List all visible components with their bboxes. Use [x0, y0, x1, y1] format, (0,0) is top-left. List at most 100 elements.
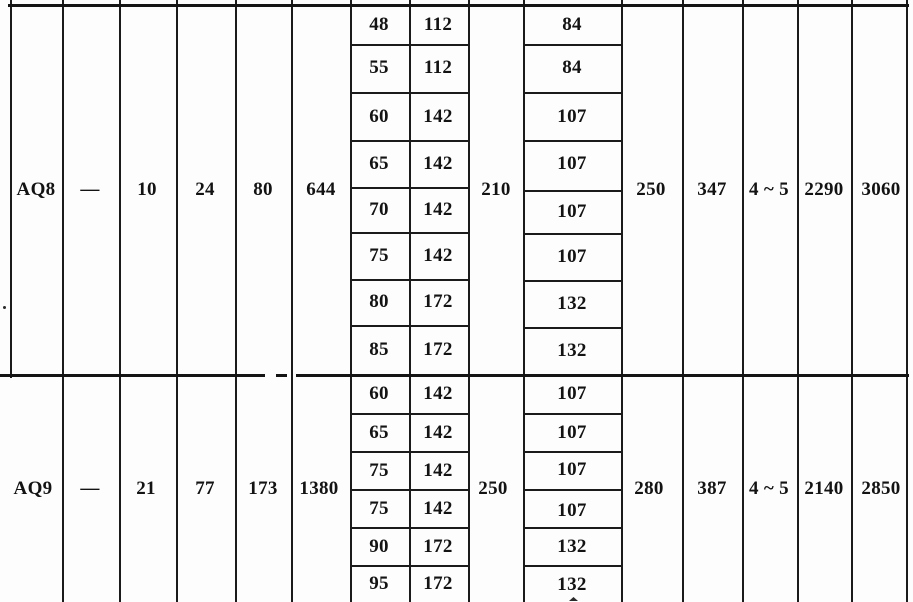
stray-dot	[3, 306, 6, 309]
subcell-c: 107	[557, 153, 587, 174]
subcell-a: 65	[369, 422, 389, 443]
cell-dash: —	[80, 179, 100, 200]
cell-c12: 347	[697, 179, 727, 200]
cell-c9: 210	[481, 179, 511, 200]
subcell-c: 107	[557, 106, 587, 127]
cell-c3: 21	[136, 478, 156, 499]
column-rule	[235, 0, 237, 602]
subcell-c: 132	[557, 536, 587, 557]
cell-c14: 2140	[804, 478, 844, 499]
subcell-b: 142	[423, 245, 453, 266]
subrow-rule	[523, 140, 623, 142]
stray-mark	[569, 597, 578, 601]
subrow-rule	[350, 44, 470, 46]
cell-c5: 80	[253, 179, 273, 200]
subrow-rule	[523, 527, 623, 529]
subcell-a: 75	[369, 498, 389, 519]
column-rule	[62, 0, 64, 602]
subrow-rule	[350, 565, 470, 567]
subcell-b: 142	[423, 422, 453, 443]
subcell-a: 90	[369, 536, 389, 557]
cell-model: AQ9	[13, 478, 53, 499]
subcell-c: 107	[557, 422, 587, 443]
subrow-rule	[350, 140, 470, 142]
subcell-b: 142	[423, 498, 453, 519]
subcell-c: 132	[557, 574, 587, 595]
subrow-rule	[350, 187, 470, 189]
table-border-right	[906, 0, 908, 602]
column-rule	[797, 0, 799, 602]
column-rule	[350, 0, 352, 602]
table-border-left	[10, 0, 12, 378]
cell-c6: 1380	[299, 478, 339, 499]
subrow-rule	[523, 489, 623, 491]
cell-c3: 10	[137, 179, 157, 200]
subcell-c: 107	[557, 383, 587, 404]
cell-c15: 3060	[861, 179, 901, 200]
row-separator	[276, 374, 287, 377]
column-rule	[682, 0, 684, 602]
cell-c5: 173	[248, 478, 278, 499]
subcell-b: 172	[423, 573, 453, 594]
column-rule	[176, 0, 178, 602]
subrow-rule	[350, 92, 470, 94]
cell-model: AQ8	[16, 179, 56, 200]
subrow-rule	[523, 413, 623, 415]
cell-c9: 250	[478, 478, 508, 499]
cell-c6: 644	[306, 179, 336, 200]
subrow-rule	[523, 565, 623, 567]
subrow-rule	[523, 280, 623, 282]
subcell-b: 112	[423, 14, 453, 35]
cell-dash: —	[80, 478, 100, 499]
cell-c12: 387	[697, 478, 727, 499]
subrow-rule	[523, 92, 623, 94]
subcell-b: 172	[423, 339, 453, 360]
subrow-rule	[523, 233, 623, 235]
subrow-rule	[350, 451, 470, 453]
subcell-a: 75	[369, 460, 389, 481]
cell-c4: 77	[195, 478, 215, 499]
cell-c11: 280	[634, 478, 664, 499]
subcell-b: 112	[423, 57, 453, 78]
subcell-b: 172	[423, 291, 453, 312]
subcell-a: 95	[369, 573, 389, 594]
subrow-rule	[350, 232, 470, 234]
cell-c4: 24	[195, 179, 215, 200]
subcell-a: 80	[369, 291, 389, 312]
subcell-c: 107	[557, 459, 587, 480]
cell-c13: 4 ~ 5	[749, 179, 789, 200]
column-rule	[621, 0, 623, 602]
subcell-a: 48	[369, 14, 389, 35]
subrow-rule	[350, 527, 470, 529]
subcell-c: 107	[557, 201, 587, 222]
subcell-c: 84	[562, 57, 582, 78]
column-rule	[409, 0, 411, 602]
subcell-a: 60	[369, 106, 389, 127]
subrow-rule	[350, 489, 470, 491]
subrow-rule	[523, 44, 623, 46]
column-rule	[742, 0, 744, 602]
cell-c11: 250	[636, 179, 666, 200]
subrow-rule	[350, 279, 470, 281]
subrow-rule	[523, 190, 623, 192]
subcell-a: 65	[369, 153, 389, 174]
subcell-b: 142	[423, 460, 453, 481]
subcell-c: 132	[557, 293, 587, 314]
subrow-rule	[523, 451, 623, 453]
subcell-b: 142	[423, 153, 453, 174]
row-separator	[0, 374, 265, 377]
subcell-c: 107	[557, 500, 587, 521]
row-separator	[296, 374, 909, 377]
subrow-rule	[523, 327, 623, 329]
subcell-a: 85	[369, 339, 389, 360]
subcell-a: 55	[369, 57, 389, 78]
subcell-b: 142	[423, 199, 453, 220]
top-rule	[8, 4, 909, 7]
subcell-b: 142	[423, 383, 453, 404]
column-rule	[523, 0, 525, 602]
subcell-c: 107	[557, 246, 587, 267]
cell-c14: 2290	[804, 179, 844, 200]
column-rule	[119, 0, 121, 602]
cell-c13: 4 ~ 5	[749, 478, 789, 499]
